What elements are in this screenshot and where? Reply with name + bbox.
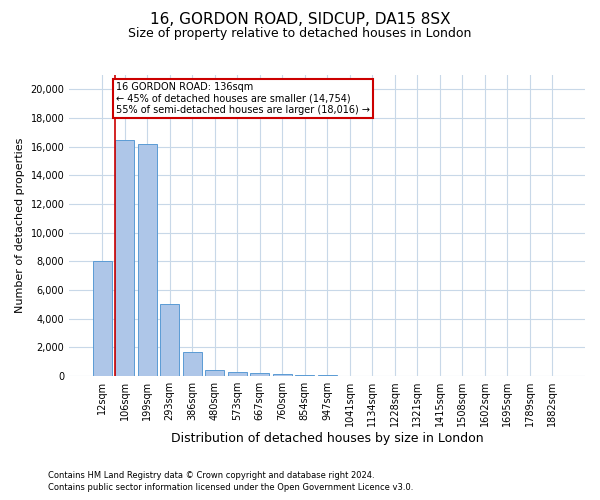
Bar xyxy=(138,144,157,376)
Text: Contains HM Land Registry data © Crown copyright and database right 2024.: Contains HM Land Registry data © Crown c… xyxy=(48,471,374,480)
Bar xyxy=(295,374,314,376)
Y-axis label: Number of detached properties: Number of detached properties xyxy=(15,138,25,313)
Bar xyxy=(182,352,202,376)
Text: 16, GORDON ROAD, SIDCUP, DA15 8SX: 16, GORDON ROAD, SIDCUP, DA15 8SX xyxy=(149,12,451,28)
X-axis label: Distribution of detached houses by size in London: Distribution of detached houses by size … xyxy=(171,432,484,445)
Bar xyxy=(160,304,179,376)
Bar xyxy=(205,370,224,376)
Bar xyxy=(272,374,292,376)
Bar xyxy=(250,373,269,376)
Bar xyxy=(115,140,134,376)
Text: 16 GORDON ROAD: 136sqm
← 45% of detached houses are smaller (14,754)
55% of semi: 16 GORDON ROAD: 136sqm ← 45% of detached… xyxy=(116,82,370,116)
Bar xyxy=(227,372,247,376)
Bar xyxy=(93,262,112,376)
Text: Contains public sector information licensed under the Open Government Licence v3: Contains public sector information licen… xyxy=(48,484,413,492)
Text: Size of property relative to detached houses in London: Size of property relative to detached ho… xyxy=(128,28,472,40)
